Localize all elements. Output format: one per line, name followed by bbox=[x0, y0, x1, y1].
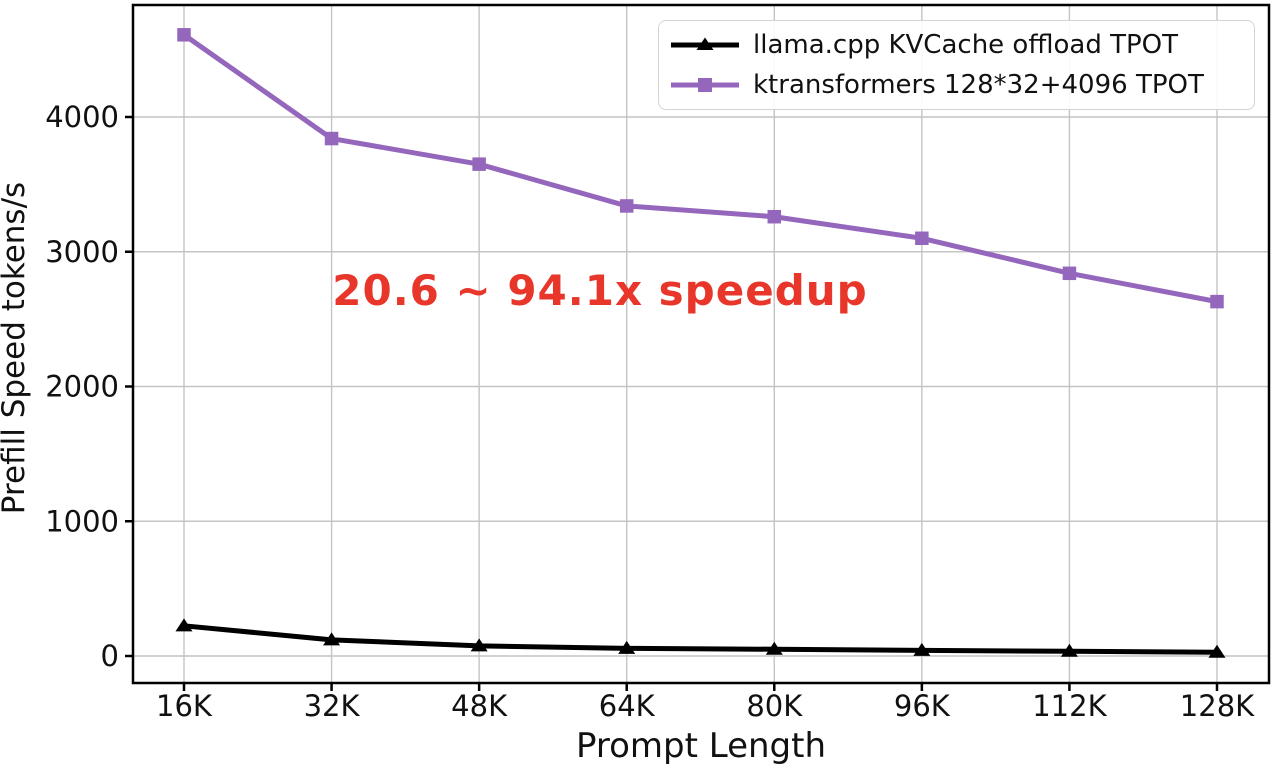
x-tick-label: 64K bbox=[599, 689, 656, 723]
data-point-square bbox=[324, 131, 339, 146]
data-point-square bbox=[472, 157, 486, 171]
y-axis-label: Prefill Speed tokens/s bbox=[0, 181, 32, 515]
legend-label-llamacpp: llama.cpp KVCache offload TPOT bbox=[753, 30, 1178, 60]
legend-line-sample-square bbox=[671, 78, 739, 92]
data-point-square bbox=[177, 28, 191, 42]
data-point-square bbox=[1210, 294, 1224, 309]
data-point-square bbox=[1062, 266, 1077, 281]
legend-item-ktransformers: ktransformers 128*32+4096 TPOT bbox=[671, 68, 1254, 102]
x-tick-label: 16K bbox=[156, 689, 213, 723]
data-point-triangle bbox=[1060, 643, 1078, 657]
y-tick-label: 4000 bbox=[45, 100, 119, 134]
x-axis-label: Prompt Length bbox=[575, 726, 827, 766]
data-point-triangle bbox=[913, 642, 931, 656]
legend-label-ktransformers: ktransformers 128*32+4096 TPOT bbox=[753, 70, 1204, 100]
data-point-triangle bbox=[470, 638, 488, 652]
y-tick-label: 0 bbox=[101, 639, 119, 673]
x-tick-label: 128K bbox=[1180, 689, 1255, 723]
x-tick-label: 112K bbox=[1032, 689, 1107, 723]
plot-border bbox=[131, 3, 1271, 685]
x-tick-label: 48K bbox=[451, 689, 508, 723]
legend-item-llamacpp: llama.cpp KVCache offload TPOT bbox=[671, 28, 1254, 62]
data-point-triangle bbox=[618, 640, 636, 654]
data-point-square bbox=[767, 209, 782, 224]
data-point-triangle bbox=[1208, 644, 1226, 658]
data-point-triangle bbox=[175, 618, 193, 632]
y-tick-label: 2000 bbox=[45, 370, 119, 404]
x-tick-label: 32K bbox=[304, 689, 361, 723]
legend-line-sample-triangle bbox=[671, 37, 739, 50]
x-tick-label: 80K bbox=[746, 689, 803, 723]
series-line-0 bbox=[183, 623, 1218, 655]
x-tick-label: 96K bbox=[894, 689, 951, 723]
y-tick-label: 1000 bbox=[45, 504, 119, 538]
legend: llama.cpp KVCache offload TPOT ktransfor… bbox=[658, 20, 1255, 110]
series-line-1 bbox=[182, 32, 1218, 305]
y-tick-label: 3000 bbox=[45, 235, 119, 269]
speedup-annotation: 20.6 ~ 94.1x speedup bbox=[332, 266, 868, 315]
data-point-triangle bbox=[323, 632, 341, 646]
data-point-square bbox=[915, 231, 929, 246]
data-point-square bbox=[619, 199, 634, 213]
data-point-triangle bbox=[765, 641, 783, 655]
